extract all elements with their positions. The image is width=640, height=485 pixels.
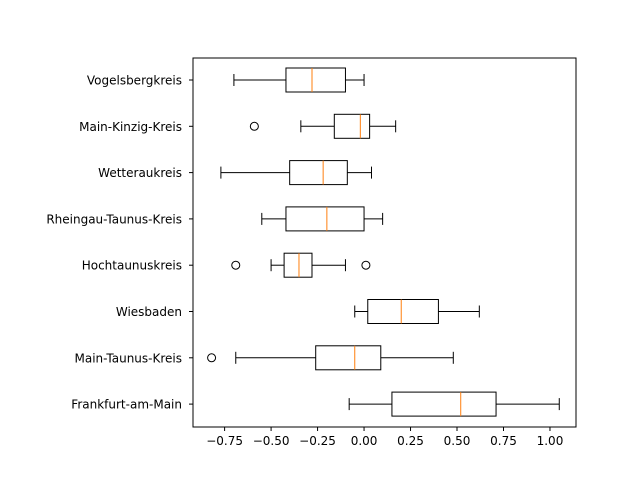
x-tick-label: 0.00 [351,434,378,448]
x-tick-label: 1.00 [537,434,564,448]
box-group [231,252,371,278]
x-tick-label: −0.50 [253,434,290,448]
y-tick-label: Vogelsbergkreis [87,74,182,88]
box-iqr [333,113,371,139]
box-iqr [285,206,365,232]
box-group [220,160,372,186]
box-iqr [367,299,439,324]
flier-point [249,121,259,131]
box-group [249,113,397,139]
box-iqr [283,252,313,278]
x-tick-label: 0.25 [397,434,424,448]
flier-point [361,260,371,270]
y-tick-label: Main-Kinzig-Kreis [79,120,182,134]
flier-point [207,353,217,363]
box-iqr [315,345,382,371]
flier-point [231,260,241,270]
x-tick-label: −0.75 [206,434,243,448]
y-tick-label: Main-Taunus-Kreis [75,351,182,365]
box-group [233,67,365,93]
y-tick-label: Wiesbaden [116,305,182,319]
y-tick-label: Hochtaunuskreis [82,259,182,273]
axes-frame [192,57,577,428]
box-group [348,391,560,417]
box-iqr [285,67,346,93]
y-axis: Vogelsbergkreis Main-Kinzig-Kreis Wetterau… [46,74,193,412]
box-group [261,206,384,232]
plot-marks [207,67,560,417]
box-iqr [391,391,497,417]
x-tick-label: −0.25 [299,434,336,448]
x-tick-label: 0.75 [490,434,517,448]
y-tick-label: Wetteraukreis [98,166,182,180]
y-tick-label: Frankfurt-am-Main [71,398,182,412]
box-group [354,299,480,324]
x-axis: −0.75 −0.50 −0.25 0.00 0.25 0.50 0.75 1.00 [206,427,563,448]
box-group [207,345,454,371]
box-iqr [289,160,348,186]
y-tick-label: Rheingau-Taunus-Kreis [46,212,182,226]
x-tick-label: 0.50 [444,434,471,448]
